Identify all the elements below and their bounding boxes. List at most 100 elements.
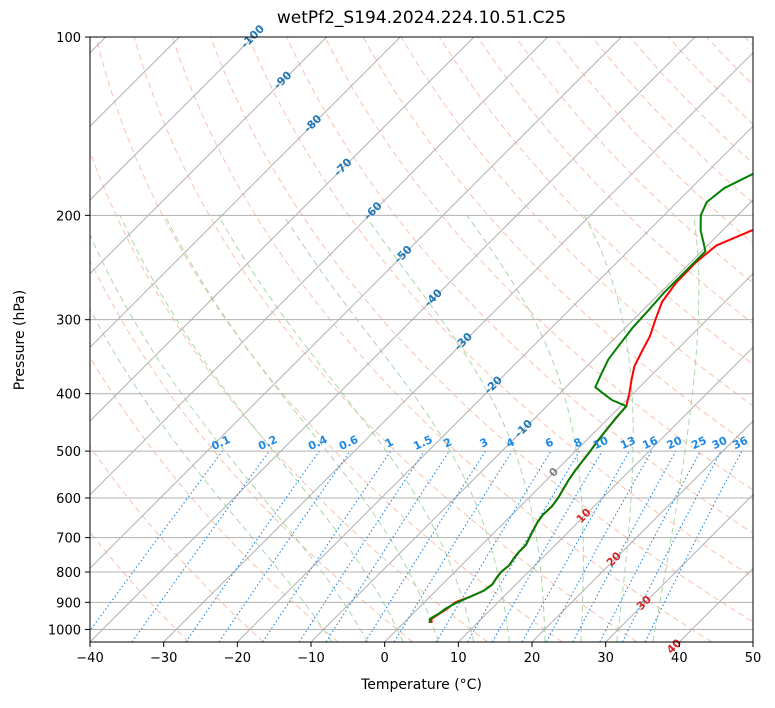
mixing-ratio-line — [545, 450, 653, 642]
mixing-ratio-line — [90, 450, 223, 632]
moist-adiabat — [583, 215, 634, 642]
chart-title: wetPf2_S194.2024.224.10.51.C25 — [276, 8, 567, 28]
mixing-ratio-label: 36 — [731, 434, 751, 452]
mixing-ratio-line — [364, 450, 486, 642]
y-tick-label: 200 — [56, 209, 81, 224]
mixing-ratio-line — [298, 450, 425, 642]
x-tick-label: 50 — [745, 651, 762, 666]
dry-adiabat — [744, 37, 753, 47]
mixing-ratio-label: 16 — [640, 434, 660, 452]
y-tick-label: 800 — [56, 566, 81, 581]
dry-adiabat — [95, 37, 563, 642]
y-tick-label: 100 — [56, 31, 81, 46]
mixing-ratio-line — [521, 450, 630, 642]
dewpoint-profile-line — [428, 172, 753, 623]
dry-adiabat — [133, 37, 638, 642]
moist-adiabat — [466, 215, 584, 642]
sounding-profiles — [428, 172, 753, 623]
moist-adiabat — [217, 215, 475, 642]
mixing-ratio-label: 25 — [689, 434, 708, 452]
plot-grid — [0, 37, 753, 642]
mixing-ratio-line — [262, 450, 392, 642]
y-tick-label: 400 — [56, 388, 81, 403]
moist-adiabat — [164, 215, 439, 642]
x-axis-ticks: −40 −30 −20 −10 0 10 20 30 40 50 — [76, 642, 761, 666]
moist-adiabat — [652, 215, 700, 642]
x-tick-label: 30 — [597, 651, 614, 666]
isotherm-line — [384, 272, 753, 642]
dry-adiabat — [591, 37, 753, 204]
mixing-ratio-line — [325, 450, 450, 642]
dry-adiabat — [668, 37, 753, 125]
mixing-ratio-label: 0.1 — [209, 433, 232, 453]
x-tick-label: −40 — [76, 651, 103, 666]
mixing-ratio-line — [131, 450, 270, 642]
dry-adiabat — [553, 37, 753, 244]
dry-adiabat — [90, 445, 264, 642]
mixing-ratio-line — [435, 450, 552, 642]
moist-adiabat — [283, 215, 510, 642]
dry-adiabat — [171, 37, 712, 642]
y-tick-label: 1000 — [48, 623, 81, 638]
x-axis-label: Temperature (°C) — [361, 677, 482, 693]
x-tick-label: 40 — [671, 651, 688, 666]
x-tick-label: 10 — [450, 651, 467, 666]
isotherm-line — [605, 493, 753, 642]
isotherm-line — [90, 37, 328, 275]
moist-adiabat — [364, 215, 546, 642]
mixing-ratio-line — [393, 450, 513, 642]
x-tick-label: −10 — [297, 651, 324, 666]
mixing-ratio-label: 8 — [572, 435, 584, 450]
x-tick-label: 20 — [524, 651, 541, 666]
isotherm-line — [90, 37, 254, 201]
isotherm-line — [90, 37, 401, 349]
dry-adiabat — [324, 37, 753, 491]
mixing-ratio-label: 30 — [710, 434, 730, 452]
mixing-ratio-label: 1 — [383, 435, 395, 450]
dry-adiabat — [248, 37, 753, 578]
isotherm-line — [90, 37, 622, 570]
dry-adiabat — [90, 356, 339, 642]
moist-adiabat — [90, 233, 369, 642]
isotherm-line — [236, 125, 753, 642]
y-tick-label: 500 — [56, 445, 81, 460]
isotherm-label: 10 — [574, 506, 594, 526]
isotherm-line — [678, 567, 753, 642]
dry-adiabat — [706, 37, 753, 86]
x-tick-label: −20 — [224, 651, 251, 666]
isotherm-line — [457, 346, 753, 642]
mixing-ratio-label: 6 — [543, 435, 556, 450]
y-tick-label: 300 — [56, 314, 81, 329]
x-tick-label: 0 — [381, 651, 389, 666]
y-tick-label: 700 — [56, 532, 81, 547]
dry-adiabat — [90, 259, 414, 642]
mixing-ratio-lines — [90, 450, 743, 642]
isotherm-line — [90, 37, 475, 422]
isotherm-line — [752, 641, 753, 642]
dry-adiabat — [90, 150, 488, 642]
mixing-ratio-label: 0.6 — [337, 433, 360, 453]
mixing-ratio-label: 3 — [478, 435, 490, 450]
isotherm-line — [0, 37, 32, 642]
dry-adiabat — [210, 37, 753, 623]
mixing-ratio-line — [644, 450, 743, 642]
mixing-ratio-labels: 0.1 0.2 0.4 0.6 1 1.5 2 3 4 6 8 10 13 16 20 25 30 36 — [209, 433, 750, 453]
mixing-ratio-label: 0.2 — [256, 433, 279, 453]
dry-adiabat — [90, 531, 190, 642]
isotherm-line — [90, 37, 549, 496]
isotherm-line — [531, 420, 753, 642]
mixing-ratio-label: 13 — [618, 434, 637, 452]
mixing-ratio-line — [185, 450, 320, 642]
mixing-ratio-line — [572, 450, 677, 642]
mixing-ratio-label: 1.5 — [411, 433, 434, 453]
dry-adiabat — [515, 37, 753, 284]
isotherm-line — [90, 37, 696, 642]
dry-adiabat — [286, 37, 753, 534]
mixing-ratio-label: 20 — [665, 434, 685, 452]
mixing-ratio-label: 10 — [591, 434, 611, 452]
isotherm-line — [163, 51, 753, 642]
moist-adiabat — [119, 215, 404, 642]
